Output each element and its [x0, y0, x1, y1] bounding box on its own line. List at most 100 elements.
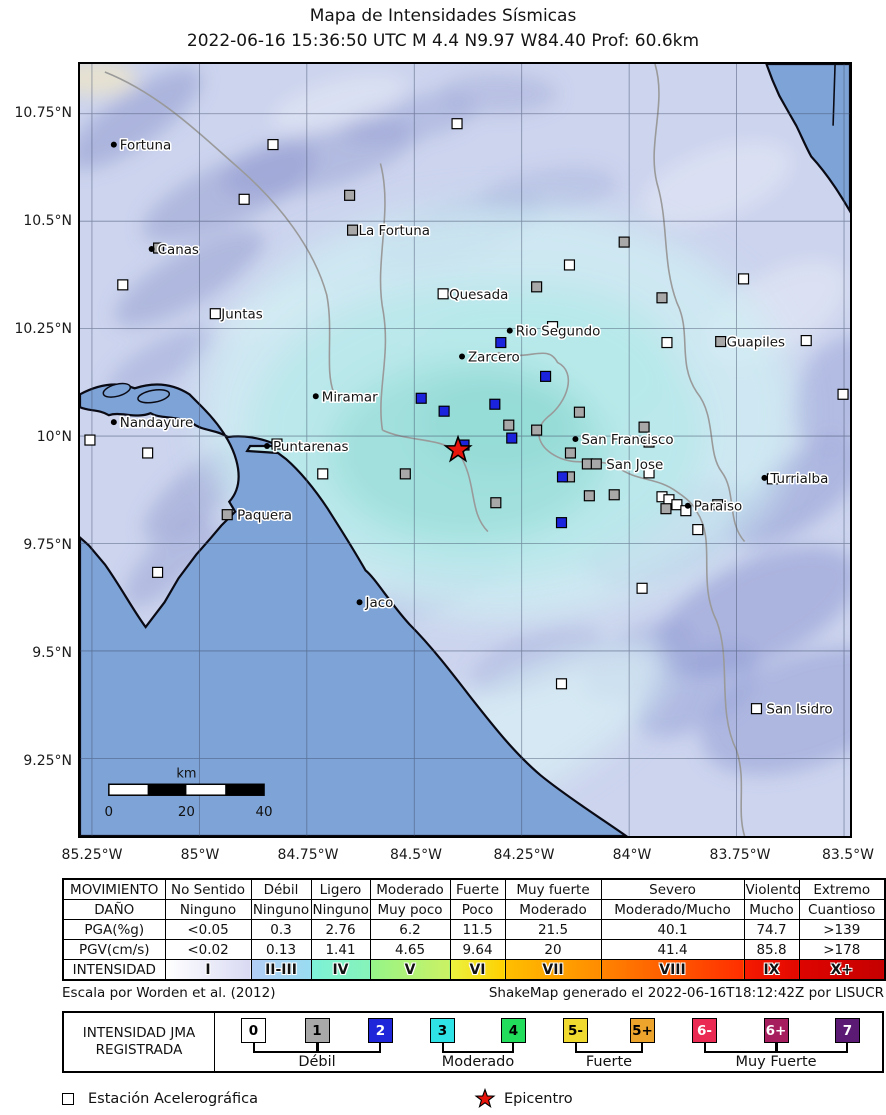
jma-group-label: Débil: [298, 1054, 336, 1070]
jma-intensity-box: 7: [835, 1018, 860, 1043]
intensity-cell: VI: [449, 959, 506, 981]
jma-intensity-box: 4: [501, 1018, 526, 1043]
station-marker-jma0: [437, 288, 449, 300]
jma-bracket-tick: [775, 1043, 778, 1051]
table-cell: 6.2: [369, 919, 451, 940]
station-marker-jma0: [117, 279, 129, 291]
table-cell: 0.3: [250, 919, 312, 940]
table-cell: Moderado: [504, 899, 602, 920]
scale-bar: km 0 20 40: [105, 766, 273, 820]
table-cell: 20: [504, 939, 602, 960]
table-cell: Fuerte: [449, 878, 506, 900]
station-marker-jma0: [142, 447, 154, 459]
table-cell: Ligero: [310, 878, 371, 900]
epicenter-legend-item: Epicentro: [474, 1088, 573, 1110]
station-marker-jma1: [573, 406, 585, 418]
station-marker-jma2: [556, 471, 569, 483]
jma-intensity-box: 2: [368, 1018, 393, 1043]
jma-group: 3 4 Moderado: [430, 1018, 526, 1070]
table-cell: Extremo: [798, 878, 886, 900]
svg-text:km: km: [176, 766, 196, 781]
city-dot: [264, 443, 271, 450]
table-cell: 1.41: [310, 939, 371, 960]
jma-intensity-box: 5+: [630, 1018, 655, 1043]
city-label: La Fortuna: [359, 224, 430, 239]
row-header: PGA(%g): [62, 919, 166, 940]
table-cell: Cuantioso: [798, 899, 886, 920]
station-marker-jma1: [643, 436, 655, 448]
station-marker-jma0: [209, 308, 221, 320]
station-marker-jma2: [489, 398, 501, 410]
table-cell: Débil: [250, 878, 312, 900]
station-marker-jma0: [271, 438, 283, 450]
station-marker-jma2: [555, 517, 568, 529]
jma-box-row: 0 1 2: [241, 1018, 393, 1043]
table-cell: <0.02: [164, 939, 252, 960]
station-marker-jma1: [347, 224, 359, 236]
city-label: San Jose: [606, 458, 663, 473]
station-marker-jma1: [503, 419, 515, 431]
station-marker-jma0: [152, 566, 164, 578]
longitude-tick-label: 84.75°W: [277, 847, 339, 863]
jma-intensity-box: 0: [241, 1018, 266, 1043]
station-marker-jma0: [267, 139, 279, 151]
intensity-cell: V: [369, 959, 451, 981]
station-marker-jma1: [531, 424, 543, 436]
jma-box-row: 6- 6+ 7: [692, 1018, 860, 1043]
station-marker-jma0: [451, 118, 463, 130]
table-cell: No Sentido: [164, 878, 252, 900]
station-marker-jma1: [712, 499, 724, 511]
city-label: Fortuna: [120, 139, 171, 154]
station-marker-jma0: [692, 524, 704, 536]
admin-boundaries: [104, 63, 746, 837]
generation-note: ShakeMap generado el 2022-06-16T18:12:42…: [488, 985, 884, 1001]
station-marker-jma0: [546, 321, 559, 333]
table-cell: >139: [798, 919, 886, 940]
row-header: INTENSIDAD: [62, 959, 166, 981]
latitude-tick-label: 10.75°N: [14, 105, 72, 121]
city-label: Zarcero: [468, 350, 520, 365]
city-label: Paraiso: [694, 500, 742, 515]
longitude-tick-label: 85.25°W: [61, 847, 123, 863]
intensity-cell: IV: [310, 959, 371, 981]
station-marker-jma0: [837, 388, 849, 400]
city-label: Rio Segundo: [516, 325, 601, 340]
jma-intensity-box: 1: [304, 1018, 330, 1043]
longitude-tick-label: 84°W: [612, 847, 652, 863]
jma-group-bracket: [253, 1043, 381, 1053]
station-marker-jma0: [563, 259, 576, 271]
station-marker-jma2: [506, 432, 518, 444]
jma-intensity-box: 5-: [563, 1018, 588, 1043]
jma-intensity-legend: INTENSIDAD JMA REGISTRADA 0 1 2 Débil 3 4 Mode…: [62, 1011, 884, 1073]
city-label: Canas: [158, 243, 199, 258]
jma-legend-label-line2: REGISTRADA: [95, 1042, 183, 1058]
row-header: DAÑO: [62, 899, 166, 920]
table-cell: Violento: [743, 878, 800, 900]
jma-group-label: Fuerte: [585, 1054, 633, 1070]
table-cell: 21.5: [504, 919, 602, 940]
table-row: DAÑO Ninguno Ninguno Ninguno Muy poco Poco Mod…: [62, 899, 886, 920]
intensity-scale-table: MOVIMIENTO No Sentido Débil Ligero Moderado F…: [62, 878, 886, 981]
table-cell: >178: [798, 939, 886, 960]
intensity-cell: VII: [504, 959, 602, 981]
station-marker-jma2: [495, 336, 507, 349]
latitude-tick-label: 9.25°N: [23, 753, 72, 769]
svg-text:0: 0: [105, 805, 114, 820]
city-label: Paquera: [237, 509, 292, 524]
station-marker-jma2: [540, 370, 552, 382]
map-title: Mapa de Intensidades Sísmicas: [309, 6, 577, 26]
jma-legend-label-line1: INTENSIDAD JMA: [82, 1025, 196, 1041]
table-cell: Ninguno: [250, 899, 312, 920]
jma-group-bracket: [575, 1043, 643, 1053]
table-cell: 40.1: [600, 919, 745, 940]
station-square-icon: [62, 1093, 74, 1105]
table-row: MOVIMIENTO No Sentido Débil Ligero Moderado F…: [62, 878, 886, 900]
station-marker-jma0: [671, 499, 683, 511]
station-marker-jma1: [490, 497, 502, 509]
station-marker-jma1: [638, 421, 650, 433]
city-label: San Isidro: [766, 703, 832, 718]
epicenter-star-icon: [474, 1088, 496, 1108]
station-marker-jma0: [661, 336, 673, 349]
station-marker-jma0: [636, 582, 648, 594]
